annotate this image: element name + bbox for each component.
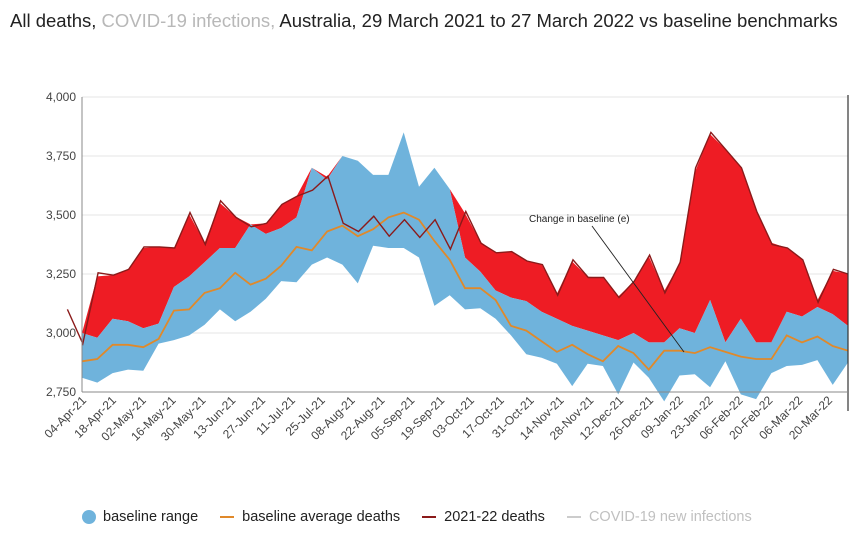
legend-item[interactable]: baseline average deaths bbox=[220, 509, 400, 525]
legend-swatch bbox=[220, 516, 235, 518]
title-part-covid: COVID-19 infections, bbox=[101, 10, 280, 31]
chart-title: All deaths, COVID-19 infections, Austral… bbox=[10, 8, 850, 34]
y-tick-label: 3,000 bbox=[46, 326, 76, 340]
y-tick-label: 4,000 bbox=[46, 90, 76, 104]
legend-label: baseline range bbox=[103, 509, 199, 525]
y-tick-label: 3,500 bbox=[46, 208, 76, 222]
title-part-all-deaths: All deaths, bbox=[10, 10, 102, 31]
legend-item[interactable]: 2021-22 deaths bbox=[422, 509, 545, 525]
baseline-average-line bbox=[81, 211, 849, 371]
legend-swatch bbox=[566, 516, 581, 518]
legend-swatch bbox=[82, 510, 96, 524]
legend-item[interactable]: COVID-19 new infections bbox=[566, 509, 752, 525]
legend-label: COVID-19 new infections bbox=[588, 509, 752, 525]
y-tick-label: 2,750 bbox=[46, 385, 76, 399]
title-part-period: Australia, 29 March 2021 to 27 March 202… bbox=[279, 10, 838, 31]
legend-label: 2021-22 deaths bbox=[444, 509, 545, 525]
legend: baseline range baseline average deaths 202… bbox=[82, 506, 774, 528]
chart-area: 2,7503,0003,2503,5003,7504,00004-Apr-211… bbox=[41, 90, 849, 444]
annotation-pointer-line bbox=[591, 225, 685, 353]
excess-deaths-area bbox=[82, 132, 848, 343]
legend-label: baseline average deaths bbox=[242, 509, 401, 525]
change-in-baseline-annotation: Change in baseline (e) bbox=[529, 214, 630, 225]
y-tick-label: 3,750 bbox=[46, 149, 76, 163]
y-tick-label: 3,250 bbox=[46, 267, 76, 281]
baseline-range-band bbox=[82, 132, 848, 402]
deaths-2021-22-line bbox=[66, 131, 849, 346]
legend-item[interactable]: baseline range bbox=[82, 509, 198, 525]
legend-swatch bbox=[422, 516, 437, 518]
